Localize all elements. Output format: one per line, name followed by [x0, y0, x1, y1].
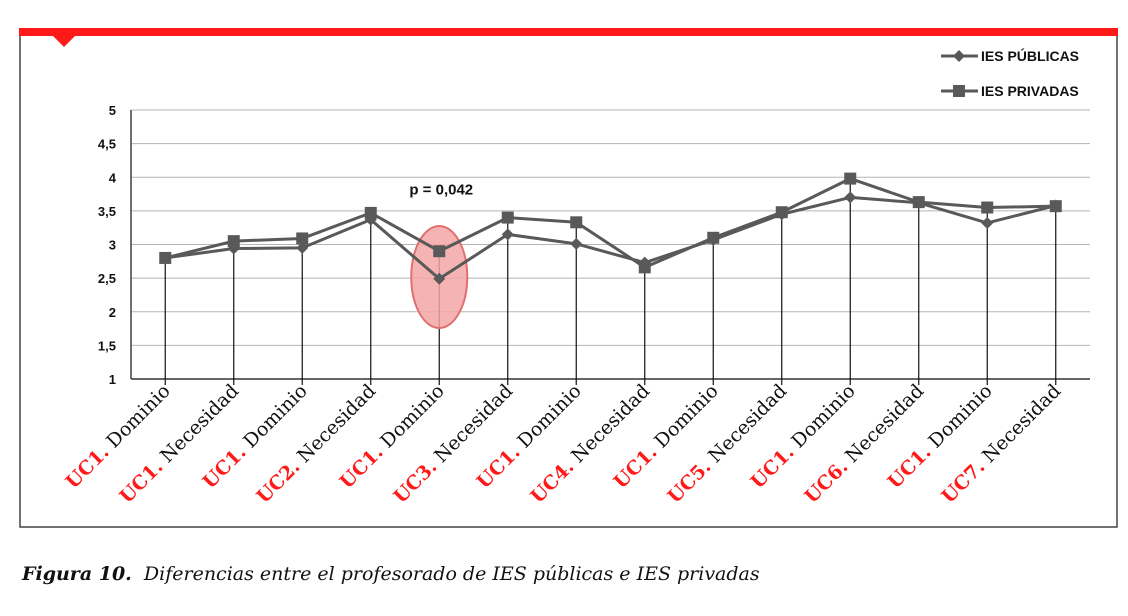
series-lines [164, 177, 1057, 281]
top-accent-bar [19, 28, 1118, 36]
data-point-privadas [227, 235, 240, 248]
data-point-privadas [570, 216, 583, 229]
data-point-privadas [981, 201, 994, 214]
data-point-privadas [775, 206, 788, 219]
data-point-privadas [433, 245, 446, 258]
caption-label: Figura 10. [22, 563, 132, 585]
data-point-privadas [1049, 200, 1062, 213]
legend-label: IES PÚBLICAS [981, 47, 1079, 64]
y-tick-label: 4 [109, 170, 117, 185]
y-tick-label: 3,5 [98, 204, 116, 219]
drop-lines [164, 178, 1057, 385]
y-tick-label: 2,5 [98, 271, 116, 286]
y-tick-label: 2 [109, 305, 116, 320]
data-point-privadas [159, 251, 172, 264]
data-point-privadas [296, 232, 309, 245]
data-point-privadas [707, 231, 720, 244]
data-point-privadas [912, 196, 925, 209]
data-point-privadas [364, 206, 377, 219]
legend-label: IES PRIVADAS [981, 83, 1079, 99]
figure-caption: Figura 10. Diferencias entre el profesor… [22, 563, 760, 585]
data-point-publicas [501, 228, 514, 241]
top-accent-notch [52, 35, 76, 47]
legend-marker-privadas [953, 85, 965, 97]
series-line-privadas [164, 177, 1056, 269]
legend: IES PÚBLICAS IES PRIVADAS [941, 47, 1079, 99]
data-point-privadas [638, 261, 651, 274]
p-value-annotation: p = 0,042 [409, 181, 473, 198]
series-line-publicas [165, 195, 1057, 281]
data-point-privadas [844, 172, 857, 185]
y-tick-label: 5 [109, 103, 116, 118]
data-point-publicas [981, 216, 994, 229]
data-point-publicas [433, 272, 446, 285]
y-tick-label: 1 [109, 372, 116, 387]
series-markers [159, 172, 1062, 285]
y-tick-label: 3 [109, 238, 116, 253]
data-point-publicas [296, 241, 309, 254]
data-point-publicas [844, 191, 857, 204]
data-point-publicas [570, 237, 583, 250]
y-tick-label: 4,5 [98, 137, 116, 152]
caption-text: Diferencias entre el profesorado de IES … [143, 563, 760, 585]
y-axis-labels: 1 1,5 2 2,5 3 3,5 4 4,5 5 [98, 103, 117, 387]
data-point-privadas [501, 211, 514, 224]
legend-marker-publicas [953, 50, 965, 62]
y-tick-label: 1,5 [98, 338, 116, 353]
